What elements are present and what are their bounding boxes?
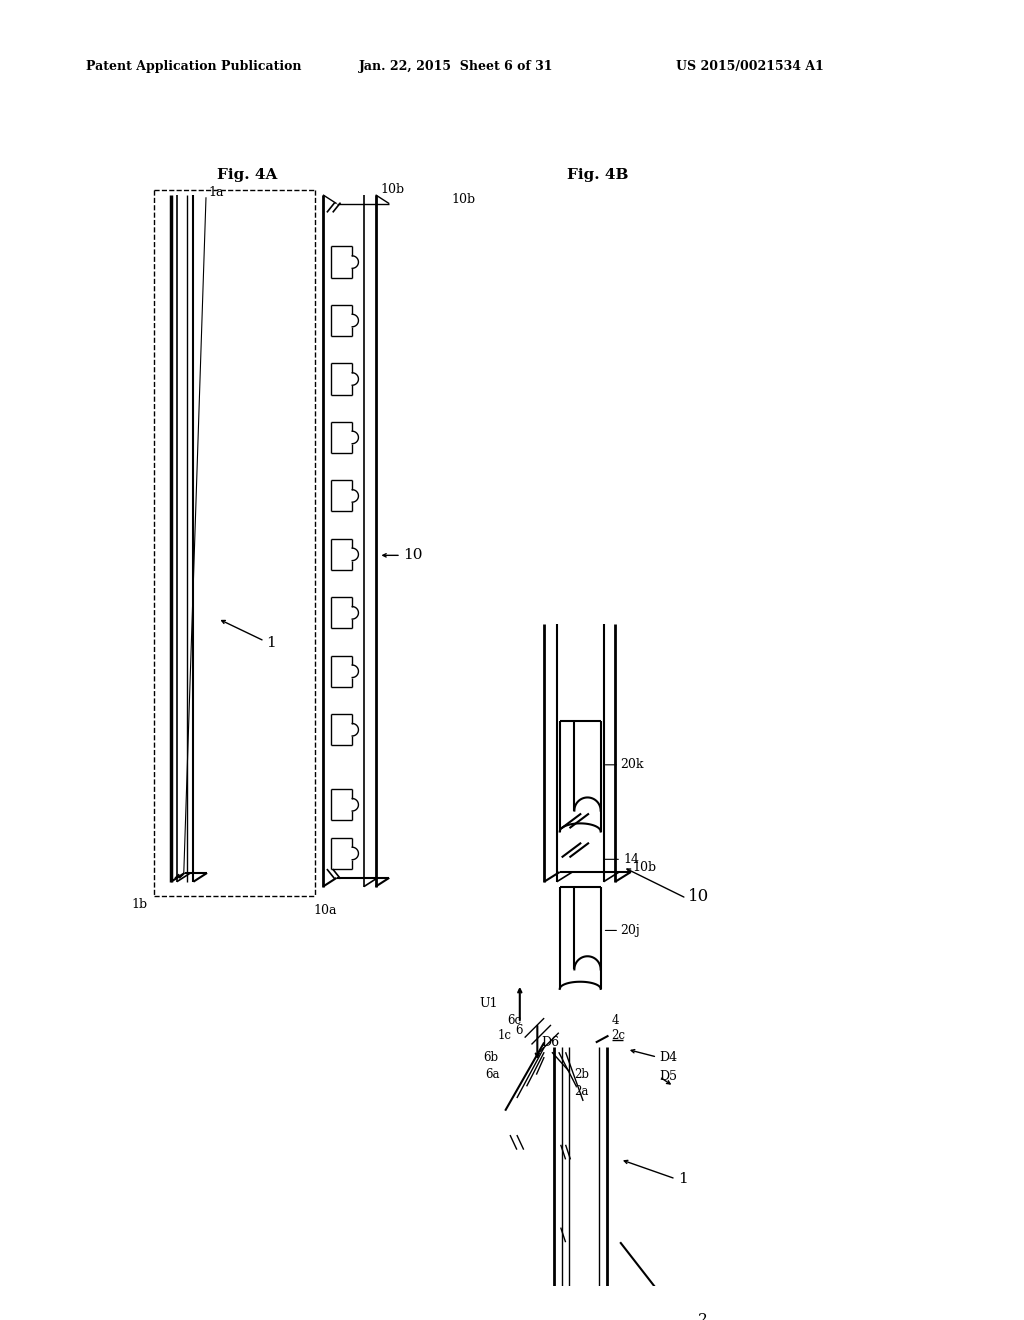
Text: 14: 14 xyxy=(623,853,639,866)
Text: 10b: 10b xyxy=(381,183,404,197)
Text: 6: 6 xyxy=(515,1024,522,1038)
Text: 1: 1 xyxy=(679,1172,688,1185)
Text: 2: 2 xyxy=(698,1313,708,1320)
Text: 1: 1 xyxy=(266,636,276,649)
Text: 10: 10 xyxy=(402,548,422,562)
Text: Fig. 4A: Fig. 4A xyxy=(217,169,278,182)
Text: 1b: 1b xyxy=(132,898,147,911)
Text: Jan. 22, 2015  Sheet 6 of 31: Jan. 22, 2015 Sheet 6 of 31 xyxy=(359,59,554,73)
Text: 2a: 2a xyxy=(574,1085,589,1098)
Text: 20k: 20k xyxy=(621,758,644,771)
Text: U1: U1 xyxy=(480,997,499,1010)
Text: Fig. 4B: Fig. 4B xyxy=(567,169,629,182)
Text: D6: D6 xyxy=(542,1036,559,1049)
Text: 6a: 6a xyxy=(485,1068,500,1081)
Text: 6b: 6b xyxy=(483,1051,499,1064)
Text: 10b: 10b xyxy=(452,193,476,206)
Text: D5: D5 xyxy=(659,1071,677,1084)
Text: 10a: 10a xyxy=(313,904,337,917)
Text: 2c: 2c xyxy=(611,1030,626,1043)
Text: 1a: 1a xyxy=(208,186,223,199)
Text: 2b: 2b xyxy=(574,1068,590,1081)
Text: 6c: 6c xyxy=(507,1014,521,1027)
Text: 1c: 1c xyxy=(498,1030,511,1043)
Text: 10: 10 xyxy=(688,888,710,904)
Text: Patent Application Publication: Patent Application Publication xyxy=(86,59,302,73)
Text: 20j: 20j xyxy=(621,924,640,937)
Text: US 2015/0021534 A1: US 2015/0021534 A1 xyxy=(676,59,823,73)
Text: 4: 4 xyxy=(611,1014,618,1027)
Text: 10b: 10b xyxy=(633,861,657,874)
Text: D4: D4 xyxy=(659,1051,677,1064)
